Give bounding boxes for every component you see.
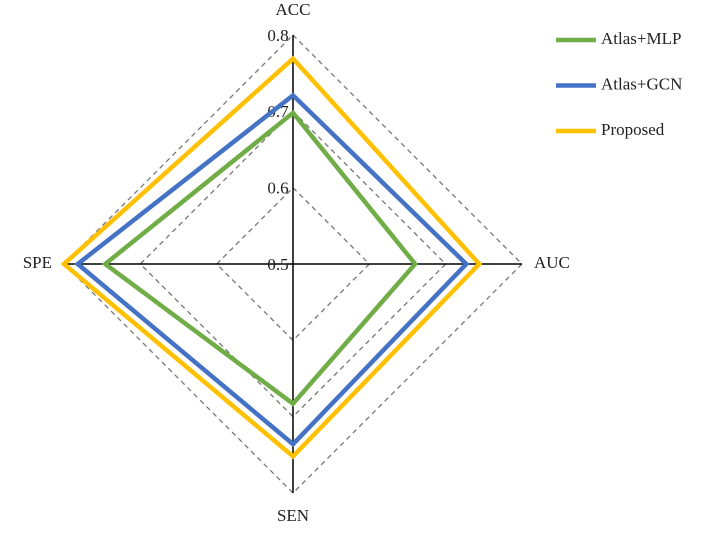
category-label: AUC [534, 253, 570, 272]
r-tick-label: 0.7 [267, 102, 289, 121]
series-line [60, 55, 483, 460]
series-line [74, 92, 470, 448]
series-line [101, 109, 419, 407]
r-tick-label: 0.6 [267, 179, 288, 198]
legend-label: Atlas+GCN [601, 74, 682, 93]
category-label: ACC [276, 0, 311, 19]
legend-label: Proposed [601, 120, 665, 139]
category-label: SEN [277, 506, 309, 525]
legend-label: Atlas+MLP [601, 29, 681, 48]
r-tick-label: 0.8 [267, 26, 288, 45]
category-label: SPE [23, 253, 52, 272]
r-tick-label: 0.5 [267, 255, 288, 274]
